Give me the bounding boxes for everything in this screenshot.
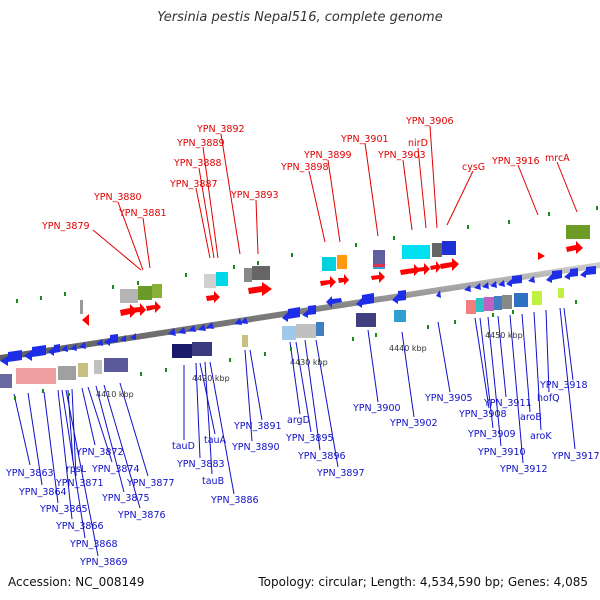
gene-label: YPN_3897 — [316, 468, 365, 479]
gene-label: YPN_3899 — [303, 150, 352, 161]
gene-label: YPN_3875 — [101, 493, 150, 504]
gene-label: YPN_3888 — [173, 158, 222, 169]
gene-label: YPN_3890 — [231, 442, 280, 453]
gene-label: mrcA — [545, 153, 570, 164]
gene-label: YPN_3912 — [499, 464, 548, 475]
gene-label: tauD — [172, 441, 195, 452]
gene-label: YPN_3869 — [79, 557, 128, 568]
gene-label: YPN_3908 — [458, 409, 507, 420]
gene-label: YPN_3896 — [297, 451, 346, 462]
bottom-feature-boxes — [0, 288, 564, 388]
gene-label: YPN_3893 — [230, 190, 279, 201]
gene-label: aroK — [530, 431, 552, 442]
gene-label: YPN_3916 — [491, 156, 540, 167]
gene-label: YPN_3910 — [477, 447, 526, 458]
gene-label: YPN_3872 — [75, 447, 124, 458]
gene-label: YPN_3881 — [118, 208, 167, 219]
scale-label: 4450 kbp — [485, 331, 523, 340]
gene-label: YPN_3876 — [117, 510, 166, 521]
gene-label: YPN_3864 — [18, 487, 67, 498]
gene-label: YPN_3895 — [285, 433, 334, 444]
gene-label: YPN_3901 — [340, 134, 389, 145]
gene-label: YPN_3892 — [196, 124, 245, 135]
gene-label: YPN_3879 — [41, 221, 90, 232]
gene-label: YPN_3898 — [280, 162, 329, 173]
gene-label: YPN_3889 — [176, 138, 225, 149]
top-feature-boxes — [120, 225, 590, 303]
scale-label: 4440 kbp — [389, 344, 427, 353]
top-gene-labels: YPN_3879 YPN_3880 YPN_3881 YPN_3887 YPN_… — [41, 116, 570, 232]
gene-label: YPN_3906 — [405, 116, 454, 127]
gene-label: YPN_3863 — [5, 468, 54, 479]
gene-label: YPN_3918 — [539, 380, 588, 391]
forward-genes — [82, 241, 583, 326]
gene-label: cysG — [462, 162, 485, 173]
gene-label: YPN_3905 — [424, 393, 473, 404]
gene-label: argD — [287, 415, 310, 426]
gene-label: tauB — [202, 476, 224, 487]
gene-label: aroB — [520, 412, 542, 423]
accession-text: Accession: NC_008149 — [8, 575, 145, 589]
gene-label: YPN_3874 — [91, 464, 140, 475]
genome-summary: Topology: circular; Length: 4,534,590 bp… — [258, 575, 588, 589]
gene-label: YPN_3903 — [377, 150, 426, 161]
scale-labels: 4410 kbp 4420 kbp 4430 kbp 4440 kbp 4450… — [96, 331, 523, 399]
scale-label: 4410 kbp — [96, 390, 134, 399]
gene-label: rpsL — [66, 464, 87, 475]
gene-label: YPN_3887 — [169, 179, 218, 190]
gene-label: hofQ — [537, 393, 560, 404]
bottom-gene-labels: YPN_3863 YPN_3864 YPN_3865 YPN_3866 YPN_… — [5, 380, 600, 568]
bottom-leader-lines — [13, 307, 576, 557]
gene-label: YPN_3865 — [39, 504, 88, 515]
gene-label: YPN_3883 — [176, 459, 225, 470]
scale-label: 4430 kbp — [290, 358, 328, 367]
gene-label: YPN_3877 — [126, 478, 175, 489]
gene-label: YPN_3917 — [551, 451, 600, 462]
gene-label: YPN_3902 — [389, 418, 438, 429]
reverse-genes — [0, 266, 596, 366]
gene-label: YPN_3886 — [210, 495, 259, 506]
scale-ticks — [14, 206, 598, 400]
gene-label: YPN_3868 — [69, 539, 118, 550]
gene-label: YPN_3909 — [467, 429, 516, 440]
gene-label: YPN_3866 — [55, 521, 104, 532]
scale-label: 4420 kbp — [192, 374, 230, 383]
gene-label: YPN_3900 — [352, 403, 401, 414]
gene-label: nirD — [408, 138, 428, 149]
top-leader-lines — [92, 125, 578, 271]
top-small-markers — [80, 264, 385, 314]
gene-label: YPN_3871 — [55, 478, 104, 489]
gene-label: tauA — [204, 435, 227, 446]
gene-label: YPN_3891 — [233, 421, 282, 432]
gene-label: YPN_3911 — [483, 398, 532, 409]
gene-label: YPN_3880 — [93, 192, 142, 203]
map-title: Yersinia pestis Nepal516, complete genom… — [157, 10, 443, 25]
